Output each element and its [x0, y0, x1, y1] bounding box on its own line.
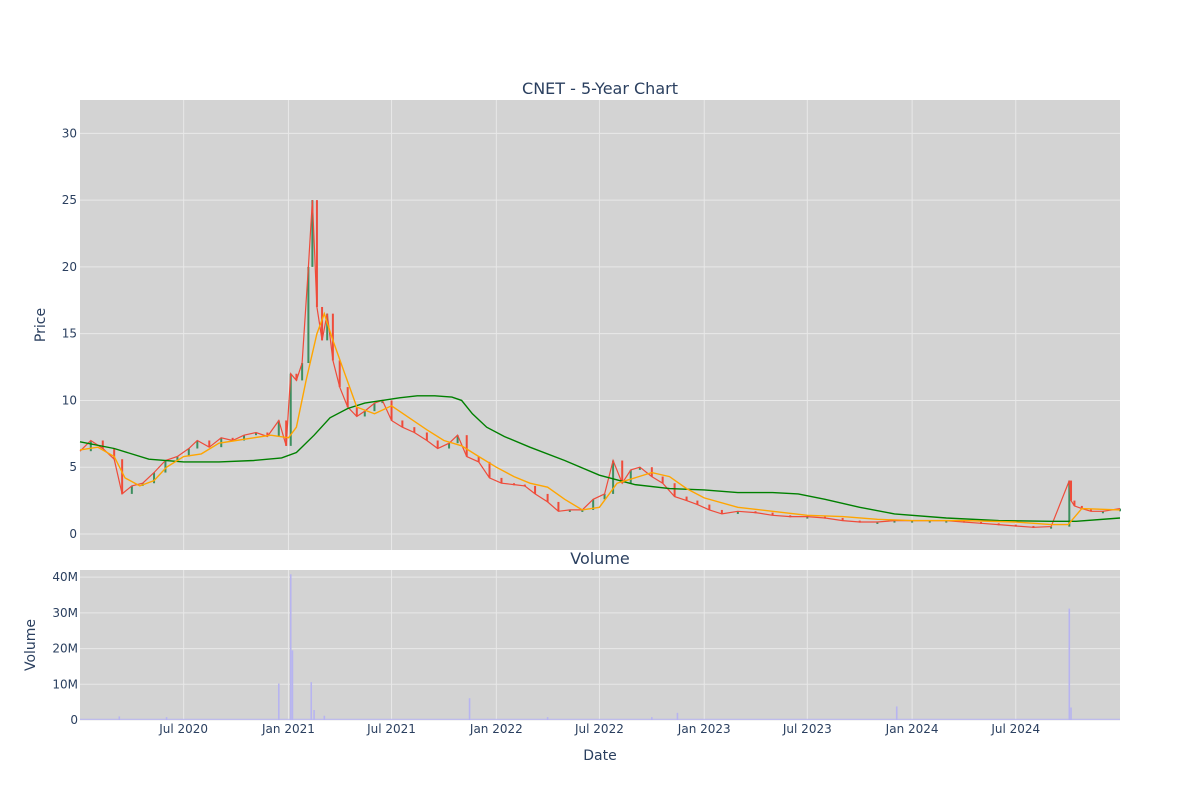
x-tick-label: Jul 2020 — [158, 722, 208, 736]
price-y-tick-label: 15 — [62, 327, 77, 341]
price-y-tick-label: 10 — [62, 393, 77, 407]
volume-bars-layer — [80, 574, 1120, 720]
date-x-axis-label: Date — [583, 748, 616, 764]
x-tick-label: Jan 2021 — [261, 722, 315, 736]
moving-average-long-line — [79, 395, 1121, 522]
price-series-layer — [79, 200, 1121, 529]
volume-y-tick-label: 10M — [52, 677, 78, 691]
x-tick-label: Jul 2023 — [782, 722, 832, 736]
price-y-tick-label: 5 — [69, 460, 77, 474]
price-plot-area — [80, 100, 1120, 550]
price-y-tick-label: 25 — [62, 193, 77, 207]
volume-y-tick-label: 20M — [52, 642, 78, 656]
volume-bar — [165, 717, 168, 720]
volume-bar — [676, 712, 679, 720]
chart-title: CNET - 5-Year Chart — [522, 79, 678, 98]
x-tick-label: Jul 2021 — [366, 722, 416, 736]
price-y-tick-label: 20 — [62, 260, 77, 274]
price-y-axis-ticks: 0 5 10 15 20 25 30 — [62, 126, 77, 541]
volume-bar — [323, 715, 326, 720]
volume-y-tick-label: 40M — [52, 570, 78, 584]
date-x-axis-ticks: Jul 2020 Jan 2021 Jul 2021 Jan 2022 Jul 2022… — [158, 722, 1040, 736]
volume-baseline-band — [80, 718, 1120, 720]
price-y-tick-label: 30 — [62, 126, 77, 140]
volume-bar — [277, 683, 280, 720]
x-tick-label: Jan 2024 — [885, 722, 939, 736]
x-tick-label: Jul 2022 — [574, 722, 624, 736]
volume-bar — [118, 716, 121, 720]
volume-y-tick-label: 0 — [70, 713, 78, 727]
volume-y-tick-label: 30M — [52, 606, 78, 620]
volume-title: Volume — [570, 549, 630, 568]
x-tick-label: Jan 2022 — [469, 722, 523, 736]
volume-bar — [291, 650, 294, 720]
volume-y-axis-label: Volume — [23, 619, 39, 671]
moving-average-short-line — [79, 311, 1121, 526]
volume-bar — [313, 710, 315, 720]
volume-bar — [1070, 707, 1072, 720]
price-y-axis-label: Price — [33, 308, 49, 342]
volume-bar — [468, 698, 471, 720]
volume-bar — [546, 717, 549, 720]
price-y-tick-label: 0 — [69, 527, 77, 541]
volume-bar — [310, 682, 313, 720]
volume-plot-area — [80, 570, 1120, 720]
x-tick-label: Jul 2024 — [990, 722, 1040, 736]
volume-bar — [651, 717, 653, 720]
volume-y-axis-ticks: 0 10M 20M 30M 40M — [52, 570, 78, 727]
price-grid — [80, 100, 1120, 550]
volume-bar — [289, 574, 292, 720]
volume-bar — [895, 706, 898, 720]
volume-bar — [1068, 608, 1071, 720]
x-tick-label: Jan 2023 — [677, 722, 731, 736]
